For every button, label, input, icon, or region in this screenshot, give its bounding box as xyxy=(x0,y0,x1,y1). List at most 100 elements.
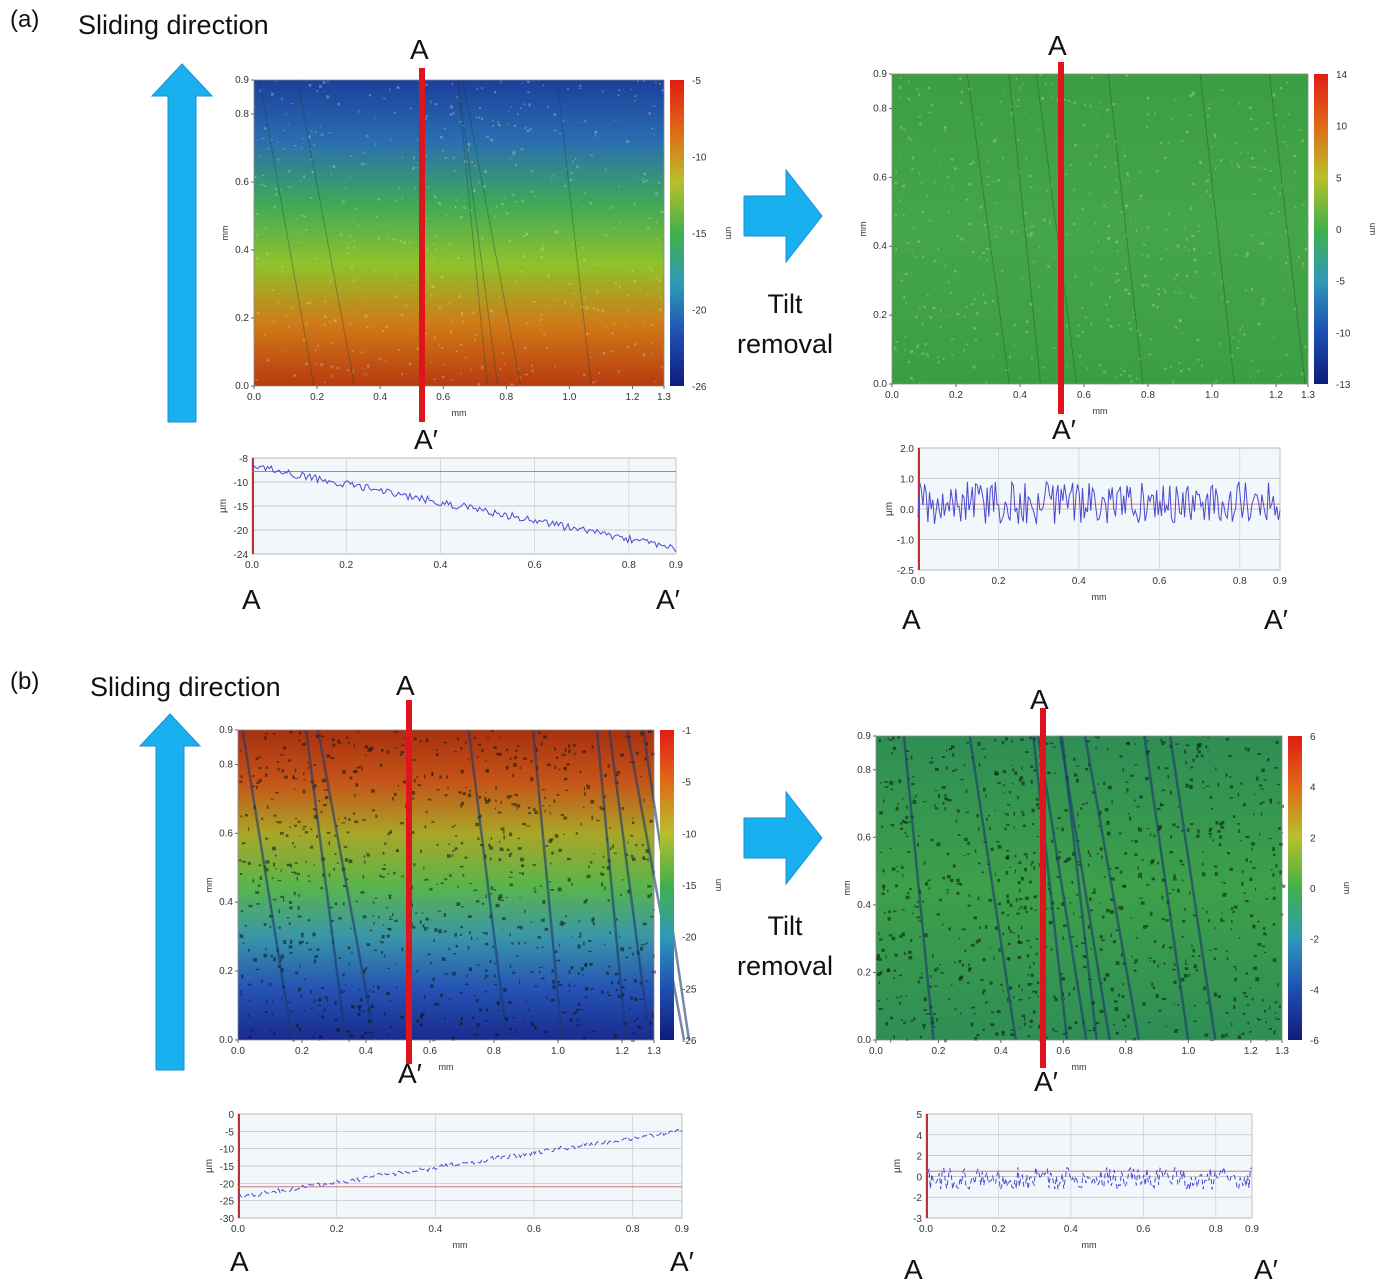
profile-x-tick: 0.4 xyxy=(433,560,447,571)
panel-a-tilt-removal-label: Tilt removal xyxy=(720,284,850,364)
profile-x-tick: 0.4 xyxy=(1072,576,1086,587)
map-x-tick: 1.0 xyxy=(1181,1046,1195,1057)
map-x-tick: 0.4 xyxy=(373,392,387,403)
colorbar xyxy=(670,80,684,386)
profile-x-tick: 0.8 xyxy=(1233,576,1247,587)
map-x-tick: 1.3 xyxy=(647,1046,661,1057)
map-y-tick: 0.0 xyxy=(873,379,887,390)
map-x-tick: 0.2 xyxy=(949,390,963,401)
profile-y-tick: 0 xyxy=(228,1110,234,1121)
profile-x-tick: 0.8 xyxy=(622,560,636,571)
map-axes: 0.0 0.2 0.4 0.6 0.8 1.0 1.2 1.3 mm 0.0 0.2 0.4 0.6 0.… xyxy=(204,725,661,1072)
panel-b-left-section-A: A xyxy=(396,670,415,701)
map-axes: 0.0 0.2 0.4 0.6 0.8 1.0 1.2 1.3 mm 0.0 0.2 0.4 0.6 0.… xyxy=(858,69,1315,416)
panel-a-right-profile-A-prime: A′ xyxy=(1264,604,1288,635)
map-y-tick: 0.6 xyxy=(873,172,887,183)
colorbar-tick: 0 xyxy=(1336,225,1342,236)
panel-a-right-height-map: 0.0 0.2 0.4 0.6 0.8 1.0 1.2 1.3 mm 0.0 0.2 0.4 0.6 0.… xyxy=(852,66,1382,426)
colorbar-unit: um xyxy=(714,879,724,892)
panel-a-left-height-map: 0.0 0.2 0.4 0.6 0.8 1.0 1.2 1.3 mm 0.0 0.2 0.4 0.6 0.… xyxy=(218,70,738,430)
profile-x-tick: 0.8 xyxy=(1209,1224,1223,1235)
map-x-tick: 1.2 xyxy=(1269,390,1283,401)
panel-a-label: (a) xyxy=(10,6,40,33)
panel-b-tilt-removal-label: Tilt removal xyxy=(720,906,850,986)
panel-a-right-section-A: A xyxy=(1048,30,1067,61)
map-x-tick: 1.0 xyxy=(562,392,576,403)
map-x-tick: 1.2 xyxy=(1244,1046,1258,1057)
map-x-tick: 1.3 xyxy=(1301,390,1315,401)
removal-word: removal xyxy=(736,329,834,359)
map-y-tick: 0.4 xyxy=(857,900,871,911)
colorbar-tick: -4 xyxy=(1310,985,1319,996)
colorbar-unit: um xyxy=(1342,882,1352,895)
map-y-tick: 0.8 xyxy=(857,765,871,776)
profile-y-tick: -20 xyxy=(220,1179,235,1190)
profile-y-tick: -20 xyxy=(234,526,249,537)
colorbar-tick: -15 xyxy=(682,881,697,892)
profile-trace xyxy=(917,480,1281,525)
profile-x-tick: 0.8 xyxy=(626,1224,640,1235)
map-x-tick: 0.4 xyxy=(1013,390,1027,401)
colorbar-tick: -20 xyxy=(682,933,697,944)
map-x-tick: 0.4 xyxy=(359,1046,373,1057)
profile-y-tick: -15 xyxy=(234,502,249,513)
colorbar-tick: -26 xyxy=(682,1036,697,1047)
map-y-tick: 0.9 xyxy=(219,725,233,736)
panel-b-left-section-A-prime: A′ xyxy=(398,1058,422,1089)
map-x-tick: 0.2 xyxy=(295,1046,309,1057)
profile-trace xyxy=(251,464,677,553)
map-x-label: mm xyxy=(1072,1062,1087,1072)
profile-y-label: µm xyxy=(204,1159,215,1173)
map-texture xyxy=(893,73,1307,387)
profile-x-tick: 0.0 xyxy=(231,1224,245,1235)
map-x-tick: 0.6 xyxy=(423,1046,437,1057)
panel-b-left-section-line xyxy=(406,700,412,1064)
profile-x-tick: 0.6 xyxy=(1152,576,1166,587)
colorbar-tick: -15 xyxy=(692,229,707,240)
map-x-tick: 0.6 xyxy=(1056,1046,1070,1057)
panel-b-right-profile-A: A xyxy=(904,1254,923,1285)
panel-a-right-profile-A: A xyxy=(902,604,921,635)
profile-x-tick: 0.6 xyxy=(1136,1224,1150,1235)
panel-b-left-profile-A-prime: A′ xyxy=(670,1246,694,1277)
profile-x-tick: 0.9 xyxy=(1245,1224,1259,1235)
panel-a-right-profile: 2.0 1.0 0.0 -1.0 -2.5 0.0 0.2 0.4 0.6 0.8 0.9 µm mm xyxy=(856,440,1296,620)
profile-y-tick: 2.0 xyxy=(900,444,914,455)
map-x-tick: 0.0 xyxy=(869,1046,883,1057)
profile-x-tick: 0.6 xyxy=(528,560,542,571)
map-y-tick: 0.8 xyxy=(219,759,233,770)
map-y-label: mm xyxy=(204,878,214,893)
profile-x-tick: 0.6 xyxy=(527,1224,541,1235)
panel-a-left-profile: -8 -10 -15 -20 -24 0.0 0.2 0.4 0.6 0.8 0.9 µm xyxy=(216,450,686,580)
colorbar-tick: 10 xyxy=(1336,122,1348,133)
profile-y-label: µm xyxy=(892,1159,903,1173)
panel-b-right-profile-A-prime: A′ xyxy=(1254,1254,1278,1285)
map-x-label: mm xyxy=(452,408,467,418)
panel-a-left-section-line xyxy=(419,68,425,422)
colorbar-unit: um xyxy=(724,227,734,240)
map-x-tick: 0.6 xyxy=(436,392,450,403)
profile-plot-area xyxy=(925,1113,1253,1219)
profile-x-label: mm xyxy=(453,1240,468,1250)
panel-b-right-height-map: 0.0 0.2 0.4 0.6 0.8 1.0 1.2 1.3 mm 0.0 0.2 0.4 0.6 0.… xyxy=(836,728,1356,1088)
panel-a-left-profile-A-prime: A′ xyxy=(656,584,680,615)
colorbar xyxy=(660,730,674,1040)
map-axes: 0.0 0.2 0.4 0.6 0.8 1.0 1.2 1.3 mm 0.0 0.2 0.4 0.6 0.… xyxy=(842,731,1289,1072)
tilt-word: Tilt xyxy=(767,911,803,941)
profile-trace xyxy=(237,1128,683,1199)
colorbar-tick: 14 xyxy=(1336,70,1348,81)
colorbar-tick: 6 xyxy=(1310,732,1316,743)
profile-y-tick: -30 xyxy=(220,1214,235,1225)
profile-y-tick: 1.0 xyxy=(900,475,914,486)
colorbar-tick: -10 xyxy=(692,153,707,164)
map-y-tick: 0.6 xyxy=(235,177,249,188)
removal-word: removal xyxy=(736,951,834,981)
map-x-tick: 0.8 xyxy=(499,392,513,403)
map-surface xyxy=(254,80,664,386)
map-y-tick: 0.2 xyxy=(857,967,871,978)
map-surface xyxy=(238,730,654,1040)
profile-x-tick: 0.9 xyxy=(669,560,683,571)
map-x-tick: 1.0 xyxy=(1205,390,1219,401)
panel-a-sliding-direction-label: Sliding direction xyxy=(78,10,269,40)
map-texture xyxy=(254,79,666,387)
